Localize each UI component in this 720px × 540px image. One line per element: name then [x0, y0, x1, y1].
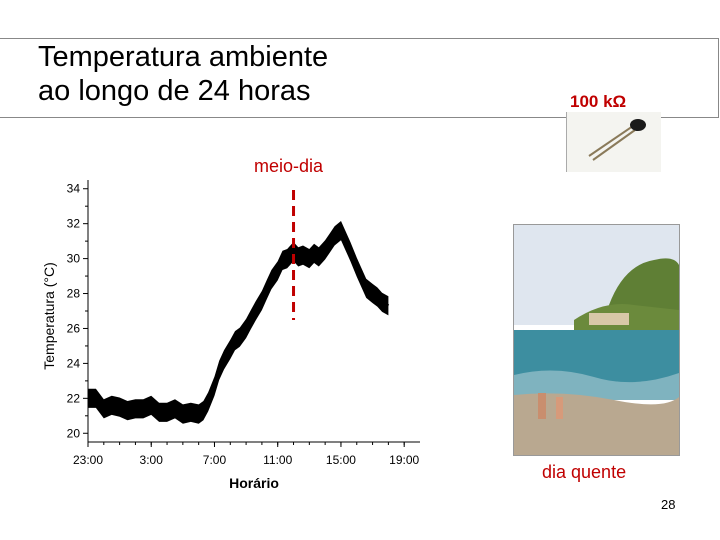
thermistor-photo: [566, 112, 661, 172]
y-tick-label: 26: [67, 321, 81, 335]
title-bar: [0, 38, 719, 118]
y-tick-label: 20: [67, 426, 81, 440]
y-tick-label: 28: [67, 287, 81, 301]
chart-axes: 20 22 24 26 28 30 32 34 23:00 3:00 7:00 11:00 15:00 1…: [67, 180, 420, 467]
resistor-value-label: 100 kΩ: [570, 92, 627, 111]
x-tick-label: 15:00: [326, 453, 356, 467]
noon-label: meio-dia: [254, 156, 324, 176]
title-line-1: Temperatura ambiente: [38, 41, 329, 73]
y-tick-label: 32: [67, 217, 81, 231]
y-tick-label: 30: [67, 252, 81, 266]
x-tick-label: 3:00: [140, 453, 164, 467]
page-number: 28: [661, 497, 676, 512]
chart-series: [88, 221, 390, 424]
x-tick-label: 7:00: [203, 453, 227, 467]
x-tick-label: 23:00: [73, 453, 103, 467]
x-tick-label: 11:00: [263, 453, 292, 467]
title-line-2: ao longo de 24 horas: [38, 75, 311, 107]
thermistor-drawing: [567, 112, 661, 172]
x-tick-label: 19:00: [389, 453, 419, 467]
slide-title: Temperatura ambiente ao longo de 24 hora…: [38, 40, 328, 108]
y-tick-label: 24: [67, 356, 81, 370]
beach-photo: [513, 224, 680, 456]
beach-drawing: [514, 225, 679, 455]
temperature-line: [88, 228, 390, 416]
photo-caption: dia quente: [542, 462, 627, 482]
x-axis-label: Horário: [229, 475, 279, 491]
temperature-chart: 20 22 24 26 28 30 32 34 23:00 3:00 7:00 11:00 15:00 1…: [41, 180, 420, 491]
y-tick-label: 22: [67, 391, 81, 405]
y-axis-label: Temperatura (°C): [41, 262, 57, 370]
y-tick-label: 34: [67, 182, 81, 196]
temperature-band: [88, 221, 389, 424]
